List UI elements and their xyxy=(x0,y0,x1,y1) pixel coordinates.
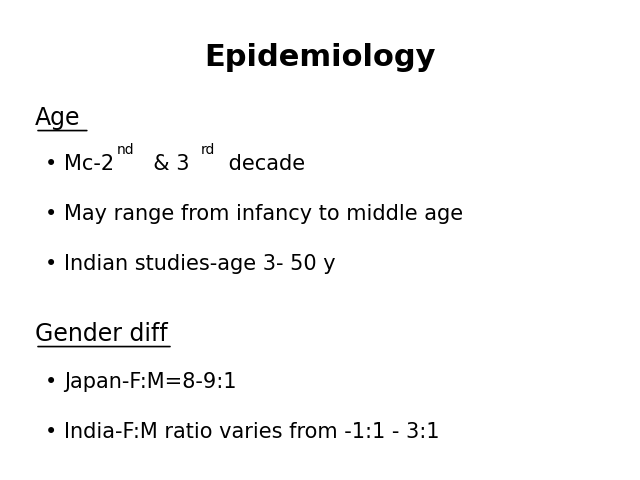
Text: •: • xyxy=(45,254,57,275)
Text: Age: Age xyxy=(35,106,81,130)
Text: •: • xyxy=(45,154,57,174)
Text: Japan-F:M=8-9:1: Japan-F:M=8-9:1 xyxy=(64,372,237,392)
Text: Mc-2: Mc-2 xyxy=(64,154,114,174)
Text: Epidemiology: Epidemiology xyxy=(204,43,436,72)
Text: Indian studies-age 3- 50 y: Indian studies-age 3- 50 y xyxy=(64,254,335,275)
Text: •: • xyxy=(45,372,57,392)
Text: nd: nd xyxy=(117,143,135,157)
Text: & 3: & 3 xyxy=(140,154,189,174)
Text: Gender diff: Gender diff xyxy=(35,322,168,346)
Text: India-F:M ratio varies from -1:1 - 3:1: India-F:M ratio varies from -1:1 - 3:1 xyxy=(64,422,440,443)
Text: rd: rd xyxy=(201,143,215,157)
Text: •: • xyxy=(45,204,57,224)
Text: •: • xyxy=(45,422,57,443)
Text: decade: decade xyxy=(222,154,305,174)
Text: May range from infancy to middle age: May range from infancy to middle age xyxy=(64,204,463,224)
